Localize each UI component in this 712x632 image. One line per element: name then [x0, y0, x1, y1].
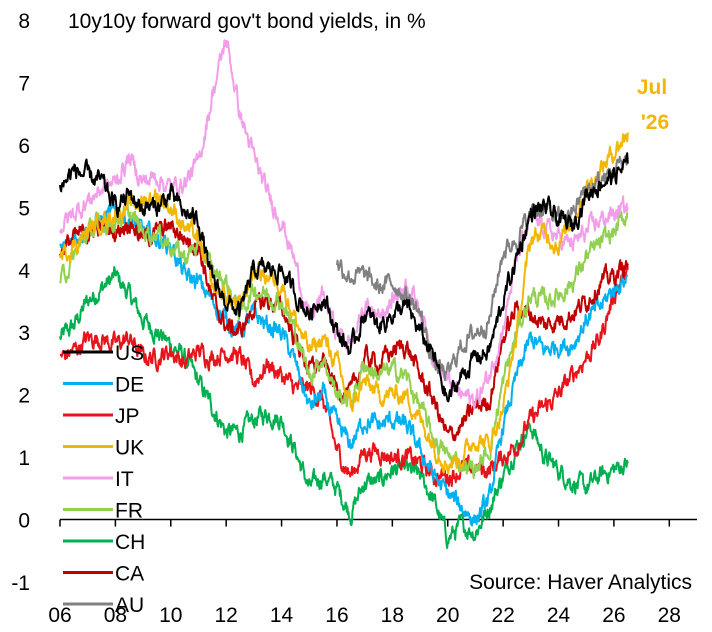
x-tick-label: 08: [104, 604, 127, 627]
legend-label-de: DE: [115, 374, 144, 397]
legend-label-ch: CH: [115, 531, 145, 554]
chart-title: 10y10y forward gov't bond yields, in %: [68, 10, 426, 33]
legend: US DE JP UK IT FR CH CA AU: [63, 342, 145, 617]
source-note: Source: Haver Analytics: [469, 571, 692, 594]
series-line-us: [59, 152, 629, 403]
x-tick-label: 16: [325, 604, 348, 627]
x-tick-label: 18: [381, 604, 404, 627]
legend-label-us: US: [115, 342, 144, 365]
legend-label-uk: UK: [115, 437, 144, 460]
series-line-ch: [59, 266, 629, 550]
x-tick-label: 06: [48, 604, 71, 627]
x-tick-label: 14: [270, 604, 294, 627]
series-line-au: [336, 155, 629, 382]
legend-label-au: AU: [115, 594, 144, 617]
series-line-uk: [59, 132, 629, 475]
y-tick-label: 3: [18, 322, 30, 345]
series-line-jp: [59, 263, 629, 488]
y-tick-label: 7: [18, 72, 30, 95]
x-tick-label: 20: [436, 604, 459, 627]
y-tick-label: 5: [18, 197, 30, 220]
series-line-fr: [59, 200, 629, 480]
legend-label-fr: FR: [115, 500, 143, 523]
annotation-line2: '26: [641, 111, 669, 134]
legend-label-jp: JP: [115, 405, 140, 428]
x-tick-label: 28: [658, 604, 681, 627]
x-tick-label: 26: [602, 604, 625, 627]
y-tick-label: -1: [11, 572, 30, 595]
legend-label-ca: CA: [115, 563, 144, 586]
series-line-de: [59, 201, 629, 527]
y-tick-label: 4: [18, 260, 30, 283]
y-tick-label: 6: [18, 135, 30, 158]
x-tick-label: 24: [547, 604, 571, 627]
y-tick-label: 2: [18, 385, 30, 408]
x-tick-label: 10: [159, 604, 182, 627]
series-lines: [59, 39, 629, 550]
y-tick-label: 8: [18, 10, 30, 33]
y-axis-ticks: -1 0 1 2 3 4 5 6 7 8: [11, 10, 30, 595]
x-tick-label: 22: [491, 604, 514, 627]
x-axis-ticks: 06 08 10 12 14 16 18 20 22 24 26 28: [48, 519, 681, 627]
y-tick-label: 1: [18, 447, 30, 470]
y-tick-label: 0: [18, 510, 30, 533]
legend-label-it: IT: [115, 468, 134, 491]
annotation-line1: Jul: [637, 76, 667, 99]
x-tick-label: 12: [214, 604, 237, 627]
